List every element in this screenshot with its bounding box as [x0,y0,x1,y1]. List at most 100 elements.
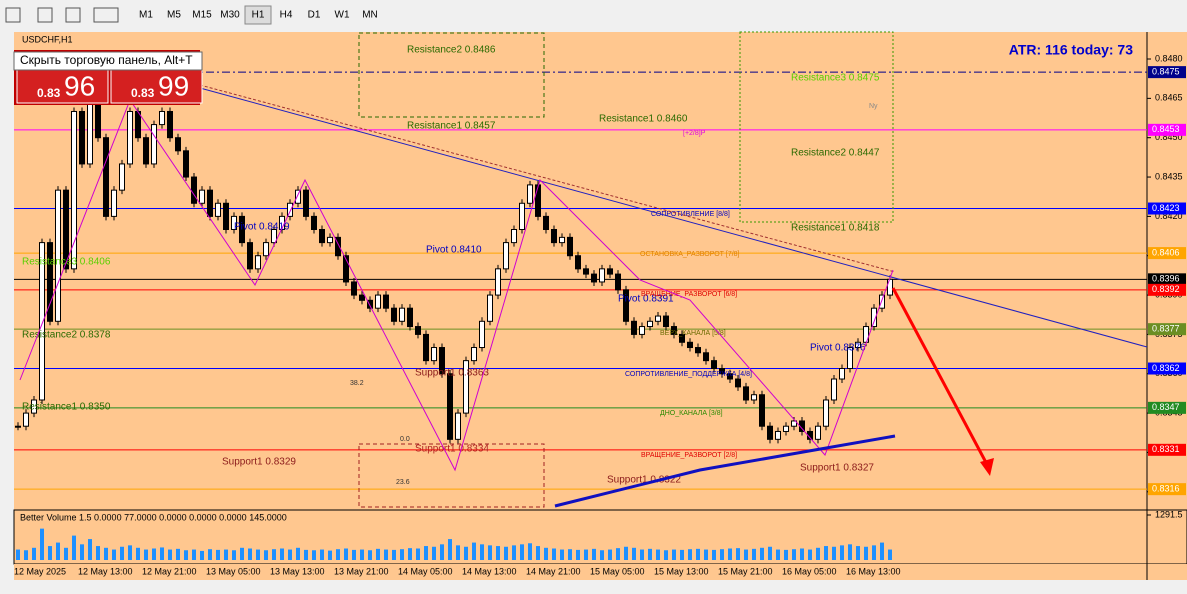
candle-body [815,425,821,440]
forecast-arrow [891,287,992,471]
candle-body [351,281,357,296]
volume-bar [560,549,564,560]
level-label-box [1148,283,1186,296]
candle-body [551,229,557,244]
x-tick-label: 14 May 21:00 [526,566,581,576]
annotation: Resistance2 0.8378 [22,330,111,341]
candle-body [327,236,333,244]
candle-body [391,307,397,322]
candle-body [191,176,197,204]
annotation: Pivot 0.8391 [618,294,674,305]
volume-bar [640,549,644,560]
candle-body [631,320,637,335]
candle-body [759,394,765,427]
volume-bar [648,548,652,560]
volume-bar [320,549,324,560]
candle-body [71,110,77,270]
annotation: Support1 0.8334 [415,444,489,455]
candle-body [671,326,677,335]
volume-bar [576,549,580,560]
x-tick-label: 13 May 21:00 [334,566,389,576]
candle-body [39,242,45,401]
annotation: Resistance1 0.8460 [599,114,688,125]
level-label: 0.8331 [1152,444,1180,454]
volume-bar [504,546,508,560]
volume-bar [392,549,396,560]
volume-bar [840,545,844,560]
volume-bar [536,546,540,560]
candle-body [743,386,749,401]
volume-bar [872,545,876,560]
volume-bar [888,549,892,560]
drawings [19,31,1148,508]
volume-bar [432,546,436,560]
level-label-box [1148,66,1186,79]
candle-body [263,242,269,257]
volume-bar [704,549,708,560]
level-label-box [1148,123,1186,136]
volume-bar [712,549,716,560]
level-label: 0.8347 [1152,402,1180,412]
text-button[interactable] [65,7,81,23]
candle-body [703,352,709,362]
line-button[interactable] [37,7,53,23]
volume-bar [248,548,252,560]
candle-body [175,137,181,152]
toolbar-icons [5,7,119,23]
volume-bar [472,542,476,560]
annotation: Resistance3 0.8475 [791,73,880,84]
candle-body [463,360,469,414]
timeframe-button[interactable] [244,5,272,25]
candle-body [15,425,21,428]
level-label: 0.8396 [1152,274,1180,284]
candle-body [527,184,533,204]
crosshair-button[interactable] [5,7,21,23]
volume-bar [816,547,820,560]
volume-bar [128,545,132,560]
volume-bar [792,549,796,560]
plot: 0.83150.83300.83450.83600.83750.83900.84… [14,45,1186,576]
volume-bar [136,547,140,560]
annotation: СОПРОТИВЛЕНИЕ_ПОДДЕРЖКА [4/8] [625,371,752,378]
level-label: 0.8406 [1152,247,1180,257]
candle-body [871,307,877,328]
buy-button[interactable] [110,69,203,104]
sell-prefix: 0.83 [37,86,61,100]
sell-button[interactable] [16,69,109,104]
volume-bar [680,549,684,560]
candle-body [791,420,797,427]
candle-body [239,215,245,244]
candle-body [519,202,525,231]
level-label-box [1148,247,1186,260]
volume-bar [104,547,108,560]
volume-bar [736,548,740,560]
candle-body [687,341,693,349]
volume-bar [256,549,260,560]
volume-bar [280,548,284,560]
candle-body [335,236,341,257]
annotation: ВРАЩЕНИЕ_РАЗВОРОТ [2/8] [641,452,737,459]
volume-bar [696,548,700,560]
candle-body [535,184,541,217]
x-tick-label: 13 May 05:00 [206,566,261,576]
candle-body [359,294,365,301]
candle-body [319,229,325,244]
candle-body [303,189,309,217]
pivot-box [358,443,545,508]
candle-body [255,255,261,270]
candle-body [575,255,581,270]
volume-bar [528,543,532,560]
volume-bar [744,549,748,560]
annotation: Resistance2 0.8486 [407,45,496,56]
volume-bar [632,547,636,560]
tooltip [13,51,203,71]
volume-bar [296,547,300,560]
volume-bar [624,546,628,560]
volume-bar [352,549,356,560]
zigzag [19,98,894,472]
candle-body [399,307,405,322]
shapes-button[interactable] [93,7,119,23]
candle-body [63,189,69,270]
timeframe-label: H4 [280,10,293,21]
candle-body [647,320,653,328]
